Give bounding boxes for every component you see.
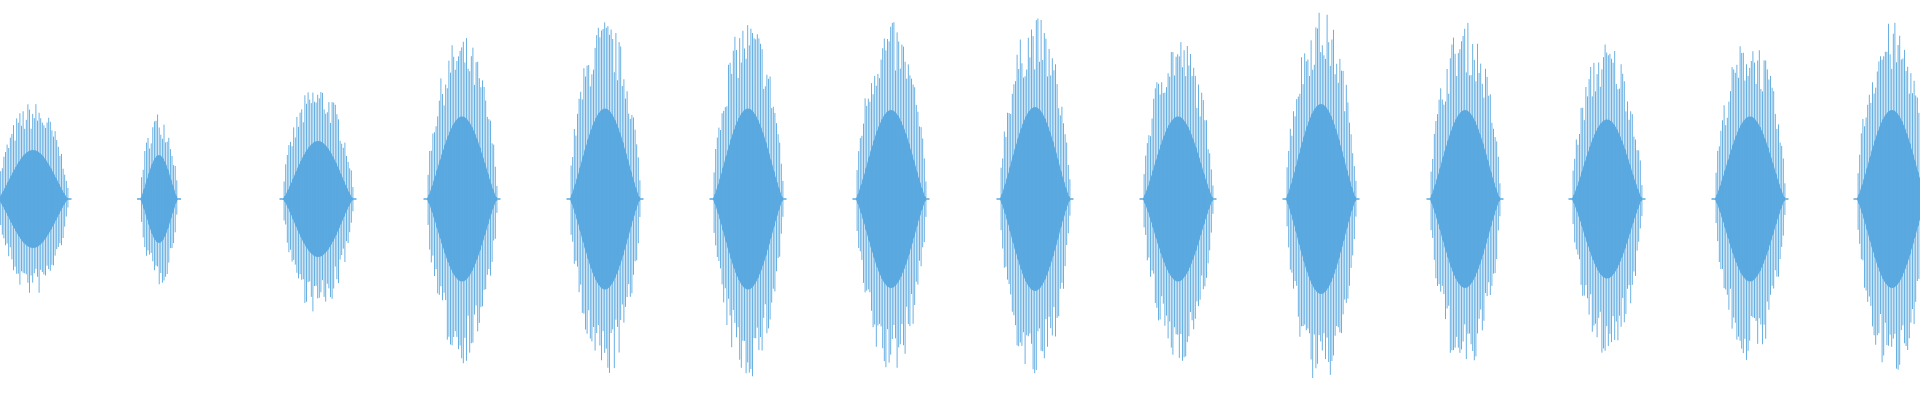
waveform-burst — [1711, 46, 1789, 360]
waveform-burst — [0, 104, 72, 293]
waveform-burst — [1853, 22, 1920, 370]
waveform-burst — [1139, 42, 1217, 361]
waveform-burst — [566, 22, 644, 373]
waveform-burst — [137, 114, 181, 285]
waveform-burst — [996, 18, 1074, 374]
waveform-burst — [1568, 44, 1646, 353]
waveform-burst — [1282, 12, 1360, 378]
waveform — [0, 12, 1920, 378]
waveform-burst — [709, 25, 787, 377]
waveform-burst — [423, 38, 501, 364]
waveform-burst — [852, 22, 930, 368]
waveform-burst — [279, 92, 357, 312]
waveform-burst — [1426, 22, 1504, 361]
